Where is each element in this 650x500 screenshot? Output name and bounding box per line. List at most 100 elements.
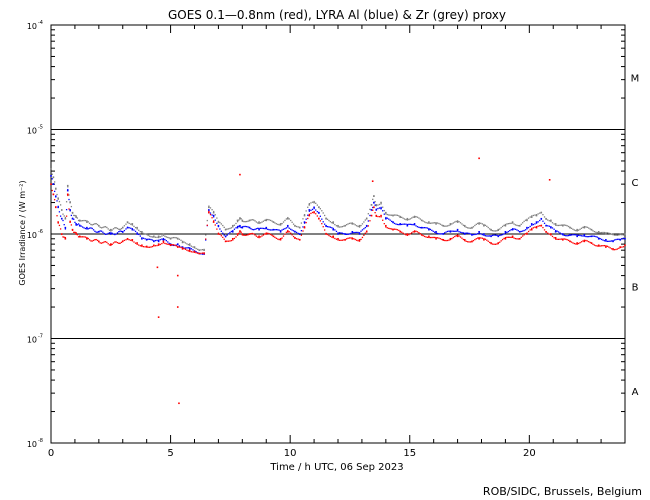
data-point	[550, 226, 552, 229]
series-point	[70, 224, 73, 226]
series-point	[580, 241, 583, 243]
series-point	[480, 222, 482, 224]
series-point	[334, 223, 336, 226]
series-point	[254, 228, 256, 231]
series-point	[441, 238, 443, 241]
series-point	[517, 225, 520, 227]
data-point	[612, 233, 614, 235]
series-point	[232, 239, 234, 241]
series-point	[239, 226, 241, 228]
data-point	[518, 230, 521, 233]
series-point	[186, 247, 188, 249]
data-point	[497, 242, 500, 244]
series-point	[374, 204, 376, 206]
series-point	[613, 239, 616, 241]
series-point	[446, 239, 449, 242]
series-point	[130, 223, 132, 225]
series-point	[500, 234, 502, 236]
series-point	[361, 236, 364, 239]
series-point	[516, 224, 518, 227]
series-point	[361, 223, 364, 225]
data-point	[208, 211, 210, 214]
series-point	[244, 234, 246, 236]
series-point	[418, 232, 420, 234]
series-point	[254, 220, 256, 222]
series-point	[226, 240, 228, 242]
data-point	[399, 230, 401, 233]
data-point	[193, 250, 196, 253]
series-point	[474, 224, 476, 227]
series-point	[380, 206, 382, 209]
series-point	[189, 244, 191, 246]
series-point	[606, 245, 609, 247]
series-point	[539, 212, 541, 214]
series-point	[197, 248, 199, 251]
series-point	[131, 240, 134, 242]
series-point	[216, 228, 218, 230]
series-point	[91, 224, 93, 226]
series-point	[405, 218, 407, 221]
series-point	[280, 224, 282, 226]
data-point	[540, 217, 543, 220]
series-point	[284, 227, 286, 230]
series-point	[455, 230, 457, 232]
series-point	[274, 236, 276, 239]
x-tick-label: 0	[48, 448, 54, 459]
series-point	[167, 243, 169, 245]
series-point	[531, 227, 533, 230]
data-point	[141, 244, 143, 247]
data-point	[504, 237, 507, 240]
series-point	[419, 233, 421, 235]
data-point	[545, 230, 547, 233]
data-point	[54, 188, 57, 190]
series-point	[390, 228, 393, 230]
series-point	[331, 236, 333, 238]
series-point	[513, 228, 515, 230]
series-point	[474, 233, 476, 236]
series-point	[329, 226, 332, 228]
series-point	[108, 229, 111, 231]
series-point	[205, 238, 207, 240]
series-point	[589, 235, 591, 238]
series-point	[356, 225, 358, 227]
data-point	[530, 216, 533, 218]
series-point	[478, 237, 480, 239]
series-point	[478, 222, 480, 224]
series-point	[406, 234, 409, 236]
series-point	[220, 235, 222, 237]
series-point	[599, 232, 601, 234]
series-point	[595, 231, 597, 233]
series-point	[222, 232, 224, 234]
series-point	[67, 188, 69, 191]
series-point	[603, 240, 606, 242]
series-point	[622, 234, 625, 236]
series-point	[74, 214, 76, 217]
series-point	[172, 244, 175, 246]
series-point	[583, 239, 586, 241]
series-point	[418, 217, 420, 219]
series-point	[227, 228, 230, 230]
series-point	[265, 232, 267, 234]
data-point	[490, 242, 492, 244]
series-point	[277, 229, 279, 231]
series-point	[493, 243, 495, 245]
series-point	[180, 246, 182, 249]
series-point	[57, 222, 59, 224]
series-point	[456, 234, 459, 236]
series-point	[329, 235, 332, 238]
data-point	[318, 211, 320, 214]
series-point	[305, 210, 307, 212]
data-point	[131, 239, 134, 241]
series-point	[75, 215, 77, 217]
series-point	[598, 245, 600, 247]
series-point	[103, 226, 105, 228]
series-point	[409, 223, 411, 226]
series-point	[75, 232, 77, 234]
series-point	[250, 233, 252, 235]
data-point	[141, 230, 143, 233]
series-point	[543, 222, 546, 224]
series-point	[559, 232, 561, 234]
outlier-point	[156, 266, 159, 269]
series-point	[563, 224, 565, 226]
data-point	[198, 249, 201, 251]
